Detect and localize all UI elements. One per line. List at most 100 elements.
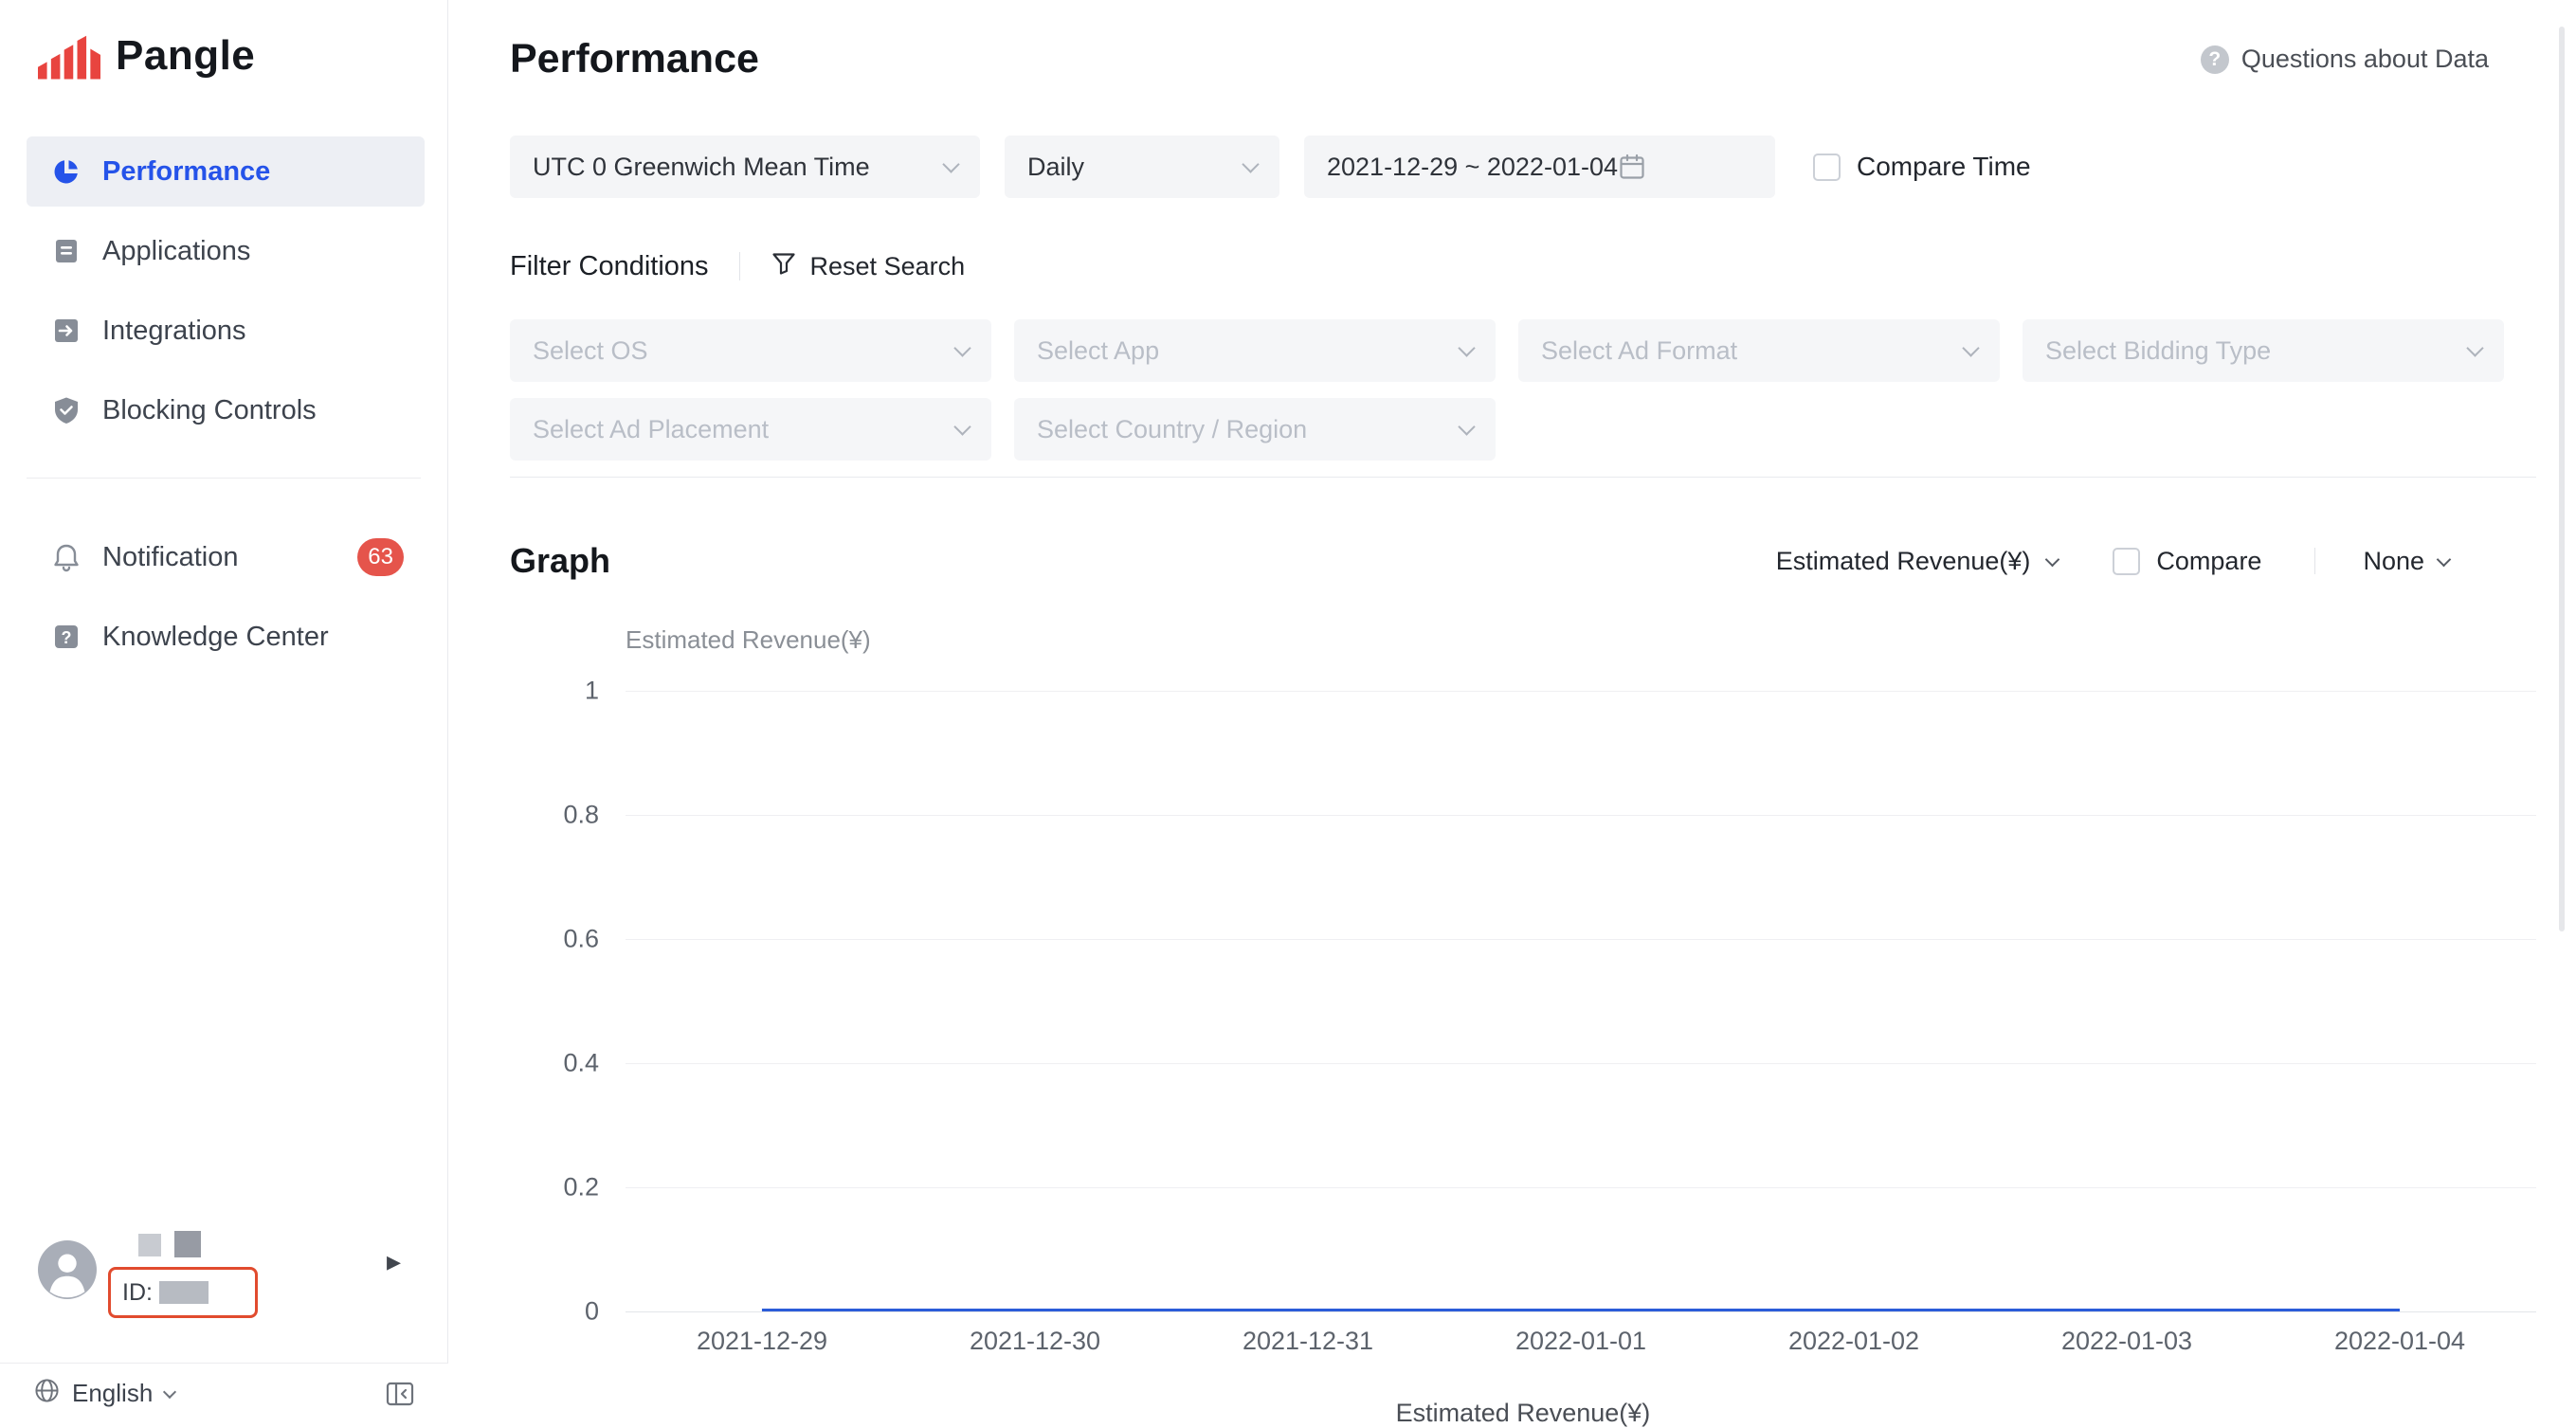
granularity-select[interactable]: Daily xyxy=(1005,136,1279,198)
reset-search-button[interactable]: Reset Search xyxy=(771,250,966,283)
filter-selects: Select OS Select App Select Ad Format Se… xyxy=(510,319,2536,461)
chevron-down-icon xyxy=(1242,154,1260,173)
select-app-placeholder: Select App xyxy=(1037,335,1160,365)
section-divider xyxy=(510,477,2536,478)
dimension-selector[interactable]: None xyxy=(2363,546,2452,576)
select-bidding-type-placeholder: Select Bidding Type xyxy=(2045,335,2272,365)
select-ad-format-dropdown[interactable]: Select Ad Format xyxy=(1518,319,2000,382)
x-tick-label: 2022-01-03 xyxy=(2060,1327,2193,1355)
top-filter-row: UTC 0 Greenwich Mean Time Daily 2021-12-… xyxy=(510,136,2536,198)
user-area: ID: ▸ xyxy=(0,1227,448,1331)
language-bar: English xyxy=(0,1363,448,1423)
chart-body: 0 0.2 0.4 0.6 0.8 1 2021-12-29 2021-12-30 2021-… xyxy=(510,677,2536,1355)
chevron-down-icon xyxy=(1458,417,1476,436)
sidebar-item-integrations[interactable]: Integrations xyxy=(27,296,425,366)
graph-header: Graph Estimated Revenue(¥) Compare None xyxy=(510,531,2536,591)
sidebar-item-applications[interactable]: Applications xyxy=(27,216,425,286)
y-axis-title: Estimated Revenue(¥) xyxy=(626,625,871,654)
gridline xyxy=(626,1311,2536,1312)
filter-conditions-label: Filter Conditions xyxy=(510,250,709,281)
pie-chart-icon xyxy=(51,156,82,187)
select-ad-placement-placeholder: Select Ad Placement xyxy=(533,414,770,443)
sidebar: Pangle Performance Applications Integrat… xyxy=(0,0,448,1423)
calendar-icon xyxy=(1618,153,1646,181)
chevron-down-icon xyxy=(2436,551,2452,567)
granularity-value: Daily xyxy=(1027,152,1085,181)
sidebar-divider xyxy=(27,478,421,479)
gridline xyxy=(626,1063,2536,1064)
page-header: Performance ? Questions about Data xyxy=(510,36,2536,82)
x-tick-label: 2022-01-04 xyxy=(2333,1327,2466,1355)
sidebar-item-knowledge-center[interactable]: ? Knowledge Center xyxy=(27,602,425,672)
y-tick-label: 0.4 xyxy=(563,1048,599,1077)
gridline xyxy=(626,939,2536,940)
sidebar-item-label: Notification xyxy=(102,541,239,572)
user-avatar-icon[interactable] xyxy=(38,1240,97,1299)
date-range-value: 2021-12-29 ~ 2022-01-04 xyxy=(1327,152,1618,181)
applications-icon xyxy=(51,236,82,266)
x-axis: 2021-12-29 2021-12-30 2021-12-31 2022-01-01… xyxy=(626,1311,2536,1365)
date-range-picker[interactable]: 2021-12-29 ~ 2022-01-04 xyxy=(1304,136,1775,198)
gridline xyxy=(626,691,2536,692)
reset-search-label: Reset Search xyxy=(809,251,966,280)
revenue-line-series xyxy=(626,691,2536,1311)
select-os-dropdown[interactable]: Select OS xyxy=(510,319,991,382)
bell-icon xyxy=(51,542,82,572)
x-tick-label: 2021-12-31 xyxy=(1242,1327,1374,1355)
graph-controls: Estimated Revenue(¥) Compare None xyxy=(1775,546,2452,576)
select-bidding-type-dropdown[interactable]: Select Bidding Type xyxy=(2023,319,2504,382)
chevron-down-icon xyxy=(1962,338,1980,357)
select-app-dropdown[interactable]: Select App xyxy=(1014,319,1496,382)
collapse-sidebar-icon[interactable] xyxy=(386,1382,414,1406)
compare-time-checkbox[interactable] xyxy=(1813,153,1841,181)
gridline xyxy=(626,1187,2536,1188)
vertical-divider xyxy=(2314,548,2316,574)
timezone-select[interactable]: UTC 0 Greenwich Mean Time xyxy=(510,136,980,198)
sidebar-item-label: Knowledge Center xyxy=(102,621,329,652)
select-country-region-dropdown[interactable]: Select Country / Region xyxy=(1014,398,1496,461)
language-selector[interactable]: English xyxy=(34,1378,386,1410)
compare-label: Compare xyxy=(2156,546,2262,575)
compare-checkbox[interactable] xyxy=(2113,547,2141,575)
language-label: English xyxy=(72,1379,154,1407)
sidebar-item-blocking-controls[interactable]: Blocking Controls xyxy=(27,375,425,445)
sidebar-item-label: Integrations xyxy=(102,315,246,346)
help-link-label: Questions about Data xyxy=(2240,45,2489,73)
redacted-id-block xyxy=(158,1281,209,1304)
redacted-username-block xyxy=(138,1234,161,1256)
vertical-divider xyxy=(738,252,740,280)
user-id-label: ID: xyxy=(122,1278,153,1306)
svg-text:?: ? xyxy=(62,628,72,647)
select-os-placeholder: Select OS xyxy=(533,335,648,365)
sidebar-item-performance[interactable]: Performance xyxy=(27,136,425,207)
sidebar-item-notification[interactable]: Notification 63 xyxy=(27,522,425,592)
chart-legend: Estimated Revenue(¥) xyxy=(1395,1399,1651,1427)
scrollbar-thumb[interactable] xyxy=(2559,27,2565,931)
sidebar-item-label: Blocking Controls xyxy=(102,394,317,425)
redacted-username-block xyxy=(174,1231,201,1257)
y-tick-label: 0.8 xyxy=(563,800,599,829)
metric-selector[interactable]: Estimated Revenue(¥) xyxy=(1775,546,2060,576)
metric-selector-value: Estimated Revenue(¥) xyxy=(1775,546,2031,575)
compare-time-label: Compare Time xyxy=(1857,152,2031,181)
brand-logo: Pangle xyxy=(0,0,447,80)
user-id-highlight-box[interactable]: ID: xyxy=(108,1267,258,1318)
y-tick-label: 0.6 xyxy=(563,924,599,953)
y-axis: 0 0.2 0.4 0.6 0.8 1 xyxy=(510,677,626,1326)
sidebar-nav: Performance Applications Integrations Bl… xyxy=(0,136,447,672)
select-ad-placement-dropdown[interactable]: Select Ad Placement xyxy=(510,398,991,461)
globe-icon xyxy=(34,1378,60,1410)
dimension-selector-value: None xyxy=(2363,546,2424,575)
chevron-down-icon xyxy=(942,154,960,173)
timezone-value: UTC 0 Greenwich Mean Time xyxy=(533,152,870,181)
graph-section-title: Graph xyxy=(510,541,611,580)
chevron-down-icon xyxy=(1458,338,1476,357)
questions-about-data-link[interactable]: ? Questions about Data xyxy=(2200,45,2489,74)
x-tick-label: 2022-01-01 xyxy=(1515,1327,1647,1355)
y-tick-label: 1 xyxy=(584,676,599,705)
chevron-down-icon xyxy=(2466,338,2484,357)
expand-user-menu-icon[interactable]: ▸ xyxy=(387,1246,402,1277)
question-circle-icon: ? xyxy=(2200,45,2229,74)
gridline xyxy=(626,815,2536,816)
x-tick-label: 2022-01-02 xyxy=(1787,1327,1920,1355)
